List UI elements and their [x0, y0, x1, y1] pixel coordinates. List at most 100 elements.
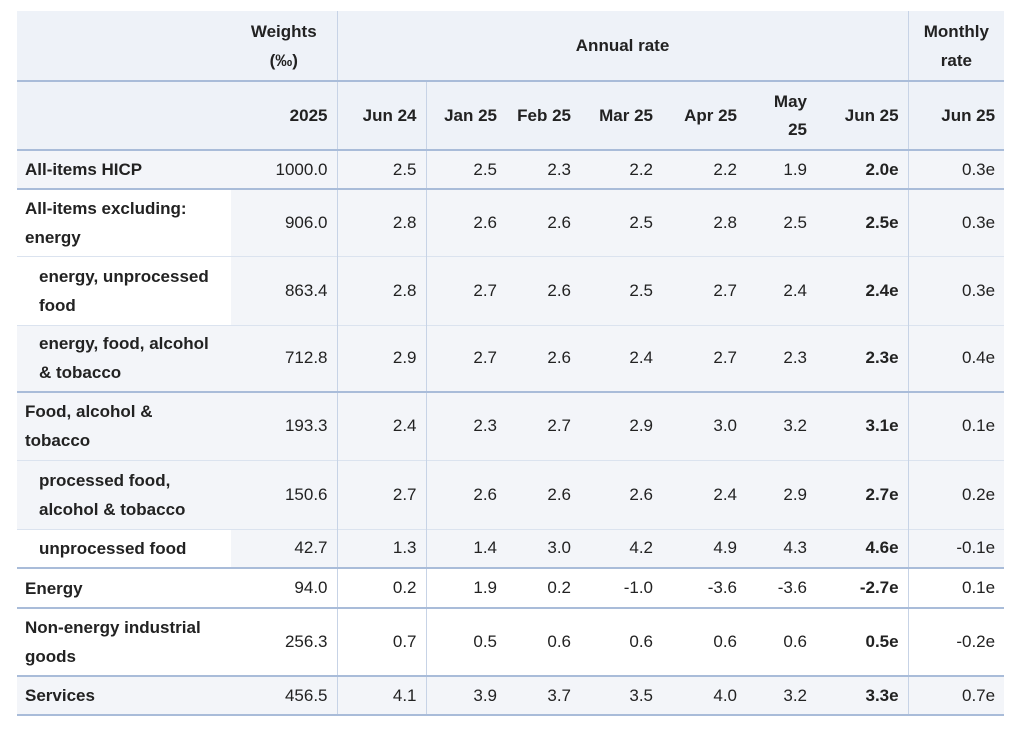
- monthly-rate-cell: 0.3e: [907, 256, 1005, 325]
- annual-rate-cell: 2.5: [580, 189, 662, 256]
- annual-rate-cell: 4.0: [662, 676, 746, 715]
- annual-rate-cell: 0.7: [336, 608, 426, 676]
- period-header: Apr 25: [662, 81, 746, 150]
- monthly-rate-cell: 0.4e: [907, 325, 1005, 392]
- period-header: Jan 25: [425, 81, 506, 150]
- annual-rate-cell: 2.6: [506, 460, 580, 529]
- annual-rate-cell: 0.6: [746, 608, 816, 676]
- annual-rate-cell: 2.7: [425, 256, 506, 325]
- hicp-table-container: Weights (‰) Annual rate Monthly rate 202…: [17, 11, 1005, 716]
- table-row: Food, alcohol & tobacco 193.3 2.4 2.3 2.7 2.9…: [17, 392, 1005, 460]
- weight-cell: 906.0: [231, 189, 337, 256]
- annual-rate-cell: 2.6: [506, 256, 580, 325]
- annual-rate-cell: 4.9: [662, 529, 746, 568]
- weight-cell: 193.3: [231, 392, 337, 460]
- annual-rate-cell: 3.0: [506, 529, 580, 568]
- monthly-rate-cell: 0.7e: [907, 676, 1005, 715]
- annual-rate-cell: 2.6: [506, 189, 580, 256]
- monthly-rate-cell: 0.3e: [907, 189, 1005, 256]
- annual-rate-cell: 3.3e: [816, 676, 909, 715]
- annual-rate-cell: 3.7: [506, 676, 580, 715]
- weight-cell: 1000.0: [231, 150, 337, 189]
- annual-rate-cell: 0.6: [662, 608, 746, 676]
- annual-rate-cell: -2.7e: [816, 568, 909, 608]
- annual-rate-cell: 2.7e: [816, 460, 909, 529]
- annual-rate-cell: 2.3: [746, 325, 816, 392]
- header-empty-cell: [17, 11, 231, 81]
- annual-rate-cell: -3.6: [662, 568, 746, 608]
- annual-rate-cell: 2.7: [425, 325, 506, 392]
- annual-rate-cell: 1.9: [425, 568, 506, 608]
- annual-rate-cell: 1.9: [746, 150, 816, 189]
- weights-header: Weights (‰): [231, 11, 337, 81]
- header-empty-cell: [17, 81, 231, 150]
- annual-rate-cell: 2.7: [662, 325, 746, 392]
- monthly-rate-cell: 0.2e: [907, 460, 1005, 529]
- annual-rate-cell: 3.2: [746, 676, 816, 715]
- table-row: unprocessed food 42.7 1.3 1.4 3.0 4.2 4.9 4.3 4.…: [17, 529, 1005, 568]
- annual-rate-cell: 0.2: [336, 568, 426, 608]
- annual-rate-cell: 2.4: [580, 325, 662, 392]
- annual-rate-cell: 2.8: [662, 189, 746, 256]
- weight-cell: 863.4: [231, 256, 337, 325]
- annual-rate-cell: 2.3: [425, 392, 506, 460]
- annual-rate-cell: 1.4: [425, 529, 506, 568]
- table-row: Non-energy industrial goods 256.3 0.7 0.5 0.…: [17, 608, 1005, 676]
- row-label: processed food, alcohol & tobacco: [17, 460, 231, 529]
- annual-rate-cell: 2.6: [425, 460, 506, 529]
- annual-rate-cell: 2.5e: [816, 189, 909, 256]
- annual-rate-cell: 4.6e: [816, 529, 909, 568]
- table-row: Energy 94.0 0.2 1.9 0.2 -1.0 -3.6 -3.6 -2.7e 0.1e: [17, 568, 1005, 608]
- annual-rate-cell: 2.4e: [816, 256, 909, 325]
- annual-rate-cell: 2.5: [746, 189, 816, 256]
- weight-cell: 94.0: [231, 568, 337, 608]
- hicp-table: Weights (‰) Annual rate Monthly rate 202…: [17, 11, 1005, 716]
- monthly-rate-cell: 0.3e: [907, 150, 1005, 189]
- annual-rate-cell: 2.6: [580, 460, 662, 529]
- table-row: All-items HICP 1000.0 2.5 2.5 2.3 2.2 2.2 1.9 2.…: [17, 150, 1005, 189]
- period-header: Jun 24: [336, 81, 426, 150]
- header-row-periods: 2025 Jun 24 Jan 25 Feb 25 Mar 25 Apr 25 …: [17, 81, 1005, 150]
- annual-rate-cell: 4.1: [336, 676, 426, 715]
- annual-rate-cell: 0.6: [580, 608, 662, 676]
- table-row: All-items excluding: energy 906.0 2.8 2.6 2.…: [17, 189, 1005, 256]
- annual-rate-cell: 2.7: [336, 460, 426, 529]
- annual-rate-cell: 0.5: [425, 608, 506, 676]
- annual-rate-cell: 2.5: [580, 256, 662, 325]
- period-header: Mar 25: [580, 81, 662, 150]
- table-row: Services 456.5 4.1 3.9 3.7 3.5 4.0 3.2 3.3e 0.7e: [17, 676, 1005, 715]
- period-header: May 25: [746, 81, 816, 150]
- annual-rate-cell: 2.5: [425, 150, 506, 189]
- weight-cell: 42.7: [231, 529, 337, 568]
- annual-rate-cell: 2.6: [425, 189, 506, 256]
- annual-rate-cell: 0.5e: [816, 608, 909, 676]
- monthly-rate-header: Monthly rate: [907, 11, 1005, 81]
- annual-rate-cell: 3.5: [580, 676, 662, 715]
- annual-rate-cell: 2.7: [662, 256, 746, 325]
- row-label: energy, unprocessed food: [17, 256, 231, 325]
- row-label: unprocessed food: [17, 529, 231, 568]
- annual-rate-cell: 2.2: [580, 150, 662, 189]
- annual-rate-cell: 2.4: [662, 460, 746, 529]
- period-header: Jun 25: [816, 81, 909, 150]
- row-label: All-items HICP: [17, 150, 231, 189]
- weight-cell: 256.3: [231, 608, 337, 676]
- monthly-rate-cell: 0.1e: [907, 568, 1005, 608]
- header-row-groups: Weights (‰) Annual rate Monthly rate: [17, 11, 1005, 81]
- annual-rate-cell: 2.9: [746, 460, 816, 529]
- annual-rate-cell: 2.3e: [816, 325, 909, 392]
- annual-rate-cell: 2.6: [506, 325, 580, 392]
- weights-year-header: 2025: [231, 81, 337, 150]
- row-label: Energy: [17, 568, 231, 608]
- annual-rate-cell: 3.2: [746, 392, 816, 460]
- annual-rate-cell: -1.0: [580, 568, 662, 608]
- annual-rate-cell: 3.1e: [816, 392, 909, 460]
- row-label: Non-energy industrial goods: [17, 608, 231, 676]
- annual-rate-cell: 2.7: [506, 392, 580, 460]
- annual-rate-cell: 2.4: [746, 256, 816, 325]
- weight-cell: 712.8: [231, 325, 337, 392]
- annual-rate-cell: 4.2: [580, 529, 662, 568]
- annual-rate-cell: 4.3: [746, 529, 816, 568]
- annual-rate-cell: 3.9: [425, 676, 506, 715]
- annual-rate-cell: 2.9: [336, 325, 426, 392]
